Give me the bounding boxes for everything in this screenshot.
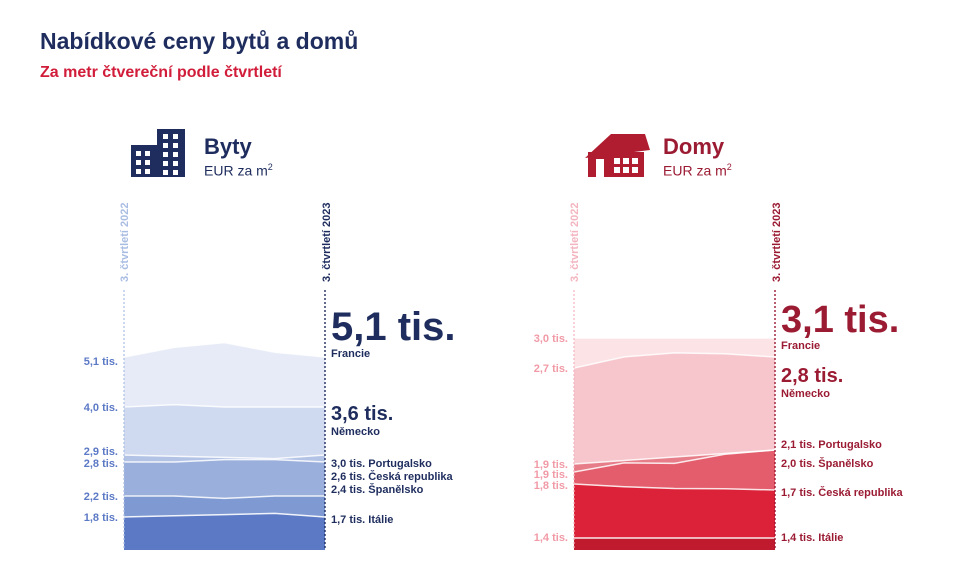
byty-start-label-Česká republika: 2,8 tis. <box>84 458 118 470</box>
byty-x-label-start: 3. čtvrtletí 2022 <box>119 203 131 283</box>
byty-end-name-Francie: Francie <box>331 348 370 360</box>
byty-end-label-Česká republika: 2,6 tis. Česká republika <box>331 470 454 483</box>
byty-line-Portugalsko <box>123 454 326 460</box>
page-title: Nabídkové ceny bytů a domů <box>40 28 359 54</box>
byty-line-Španělsko <box>124 495 325 500</box>
byty-x-label-end: 3. čtvrtletí 2023 <box>321 203 333 283</box>
domy-x-label-start: 3. čtvrtletí 2022 <box>569 203 581 283</box>
byty-start-label-Španělsko: 2,2 tis. <box>84 491 118 503</box>
byty-end-label-Španělsko: 2,4 tis. Španělsko <box>331 483 424 496</box>
page-subtitle: Za metr čtvereční podle čtvrtletí <box>40 64 282 81</box>
domy-end-label-Španělsko: 2,0 tis. Španělsko <box>781 457 874 470</box>
domy-end-value-Německo: 2,8 tis. <box>781 365 843 387</box>
domy-start-label-Itálie: 1,4 tis. <box>534 532 568 544</box>
domy-area-Itálie <box>574 538 775 550</box>
domy-end-value-Francie: 3,1 tis. <box>781 299 899 341</box>
byty-area-Itálie <box>124 513 325 550</box>
domy-title: Domy <box>663 134 725 159</box>
byty-title: Byty <box>204 134 252 159</box>
byty-end-value-Německo: 3,6 tis. <box>331 403 393 425</box>
byty-end-label-Portugalsko: 3,0 tis. Portugalsko <box>331 458 432 470</box>
domy-unit: EUR za m2 <box>663 162 732 179</box>
byty-line-Česká republika <box>124 458 326 463</box>
byty-start-label-Portugalsko: 2,9 tis. <box>84 446 118 458</box>
byty-end-name-Německo: Německo <box>331 426 380 438</box>
byty-unit-sup: 2 <box>267 162 273 172</box>
domy-area-Česká republika <box>574 484 775 550</box>
domy-start-label-Německo: 2,7 tis. <box>534 363 568 375</box>
domy-unit-text: EUR za m <box>663 162 727 179</box>
domy-end-label-Portugalsko: 2,1 tis. Portugalsko <box>781 439 882 451</box>
domy-end-label-Česká republika: 1,7 tis. Česká republika <box>781 486 904 499</box>
domy-line-Německo <box>573 352 776 369</box>
byty-start-label-Francie: 5,1 tis. <box>84 356 118 368</box>
domy-start-label-Česká republika: 1,8 tis. <box>534 480 568 492</box>
byty-end-label-Itálie: 1,7 tis. Itálie <box>331 514 393 526</box>
domy-x-label-end: 3. čtvrtletí 2023 <box>771 203 783 283</box>
domy-end-label-Itálie: 1,4 tis. Itálie <box>781 532 843 544</box>
domy-line-Španělsko <box>573 449 776 473</box>
byty-line-Francie <box>123 341 326 358</box>
domy-start-label-Španělsko: 1,9 tis. <box>534 469 568 481</box>
byty-line-Itálie <box>123 512 326 518</box>
byty-end-value-Francie: 5,1 tis. <box>331 305 456 349</box>
byty-start-label-Německo: 4,0 tis. <box>84 402 118 414</box>
domy-start-label-Francie: 3,0 tis. <box>534 333 568 345</box>
domy-end-name-Německo: Německo <box>781 388 830 400</box>
byty-unit: EUR za m2 <box>204 162 273 179</box>
byty-start-label-Itálie: 1,8 tis. <box>84 512 118 524</box>
domy-end-name-Francie: Francie <box>781 340 820 352</box>
domy-start-label-Portugalsko: 1,9 tis. <box>534 459 568 471</box>
domy-unit-sup: 2 <box>726 162 732 172</box>
byty-unit-text: EUR za m <box>204 162 268 179</box>
byty-line-Německo <box>123 403 325 408</box>
domy-line-Česká republika <box>573 483 776 491</box>
